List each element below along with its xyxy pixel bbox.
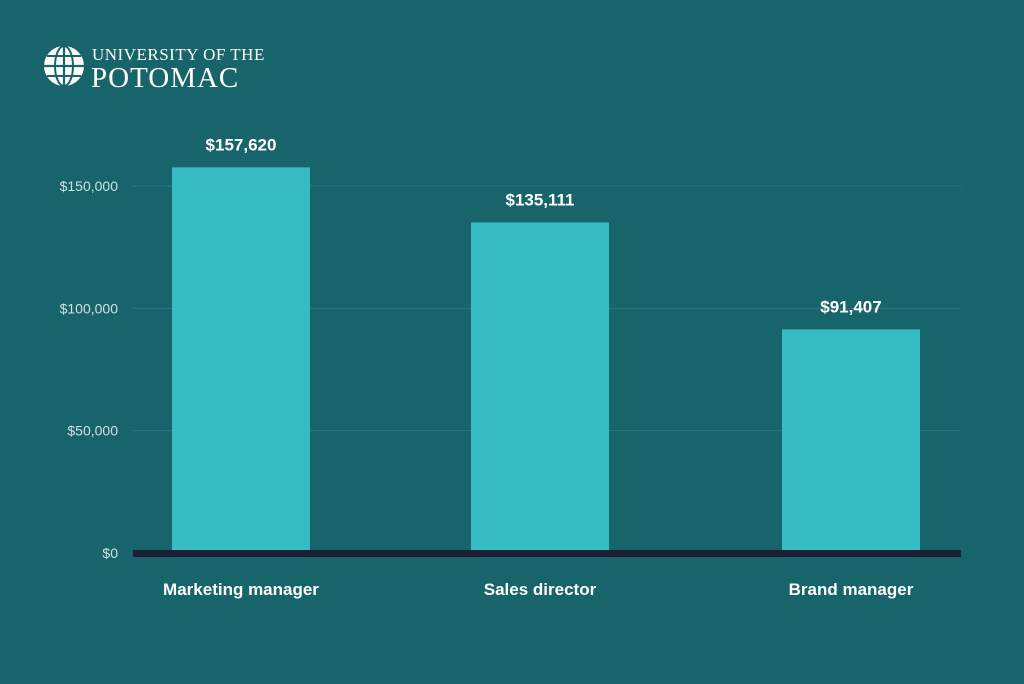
y-tick-label: $150,000 [60, 178, 119, 194]
bar [782, 329, 920, 553]
y-tick-label: $50,000 [67, 423, 118, 439]
bars [172, 167, 920, 554]
bar [471, 222, 609, 554]
category-label: Brand manager [789, 580, 914, 599]
value-label: $135,111 [505, 190, 574, 209]
brand-line2: POTOMAC [91, 62, 239, 92]
value-label: $157,620 [206, 135, 277, 154]
globe-icon [44, 45, 84, 87]
brand-line1: UNIVERSITY OF THE [92, 45, 265, 64]
value-label: $91,407 [820, 297, 881, 316]
y-tick-label: $100,000 [60, 300, 119, 316]
university-logo: UNIVERSITY OF THE POTOMAC [44, 45, 265, 92]
value-labels: $157,620 $135,111 $91,407 [206, 135, 882, 316]
category-labels: Marketing manager Sales director Brand man… [163, 580, 914, 599]
bar [172, 167, 310, 554]
x-axis-baseline [133, 550, 961, 557]
category-label: Sales director [484, 580, 597, 599]
y-axis-ticks: $0 $50,000 $100,000 $150,000 [60, 178, 119, 561]
y-tick-label: $0 [102, 545, 118, 561]
category-label: Marketing manager [163, 580, 319, 599]
